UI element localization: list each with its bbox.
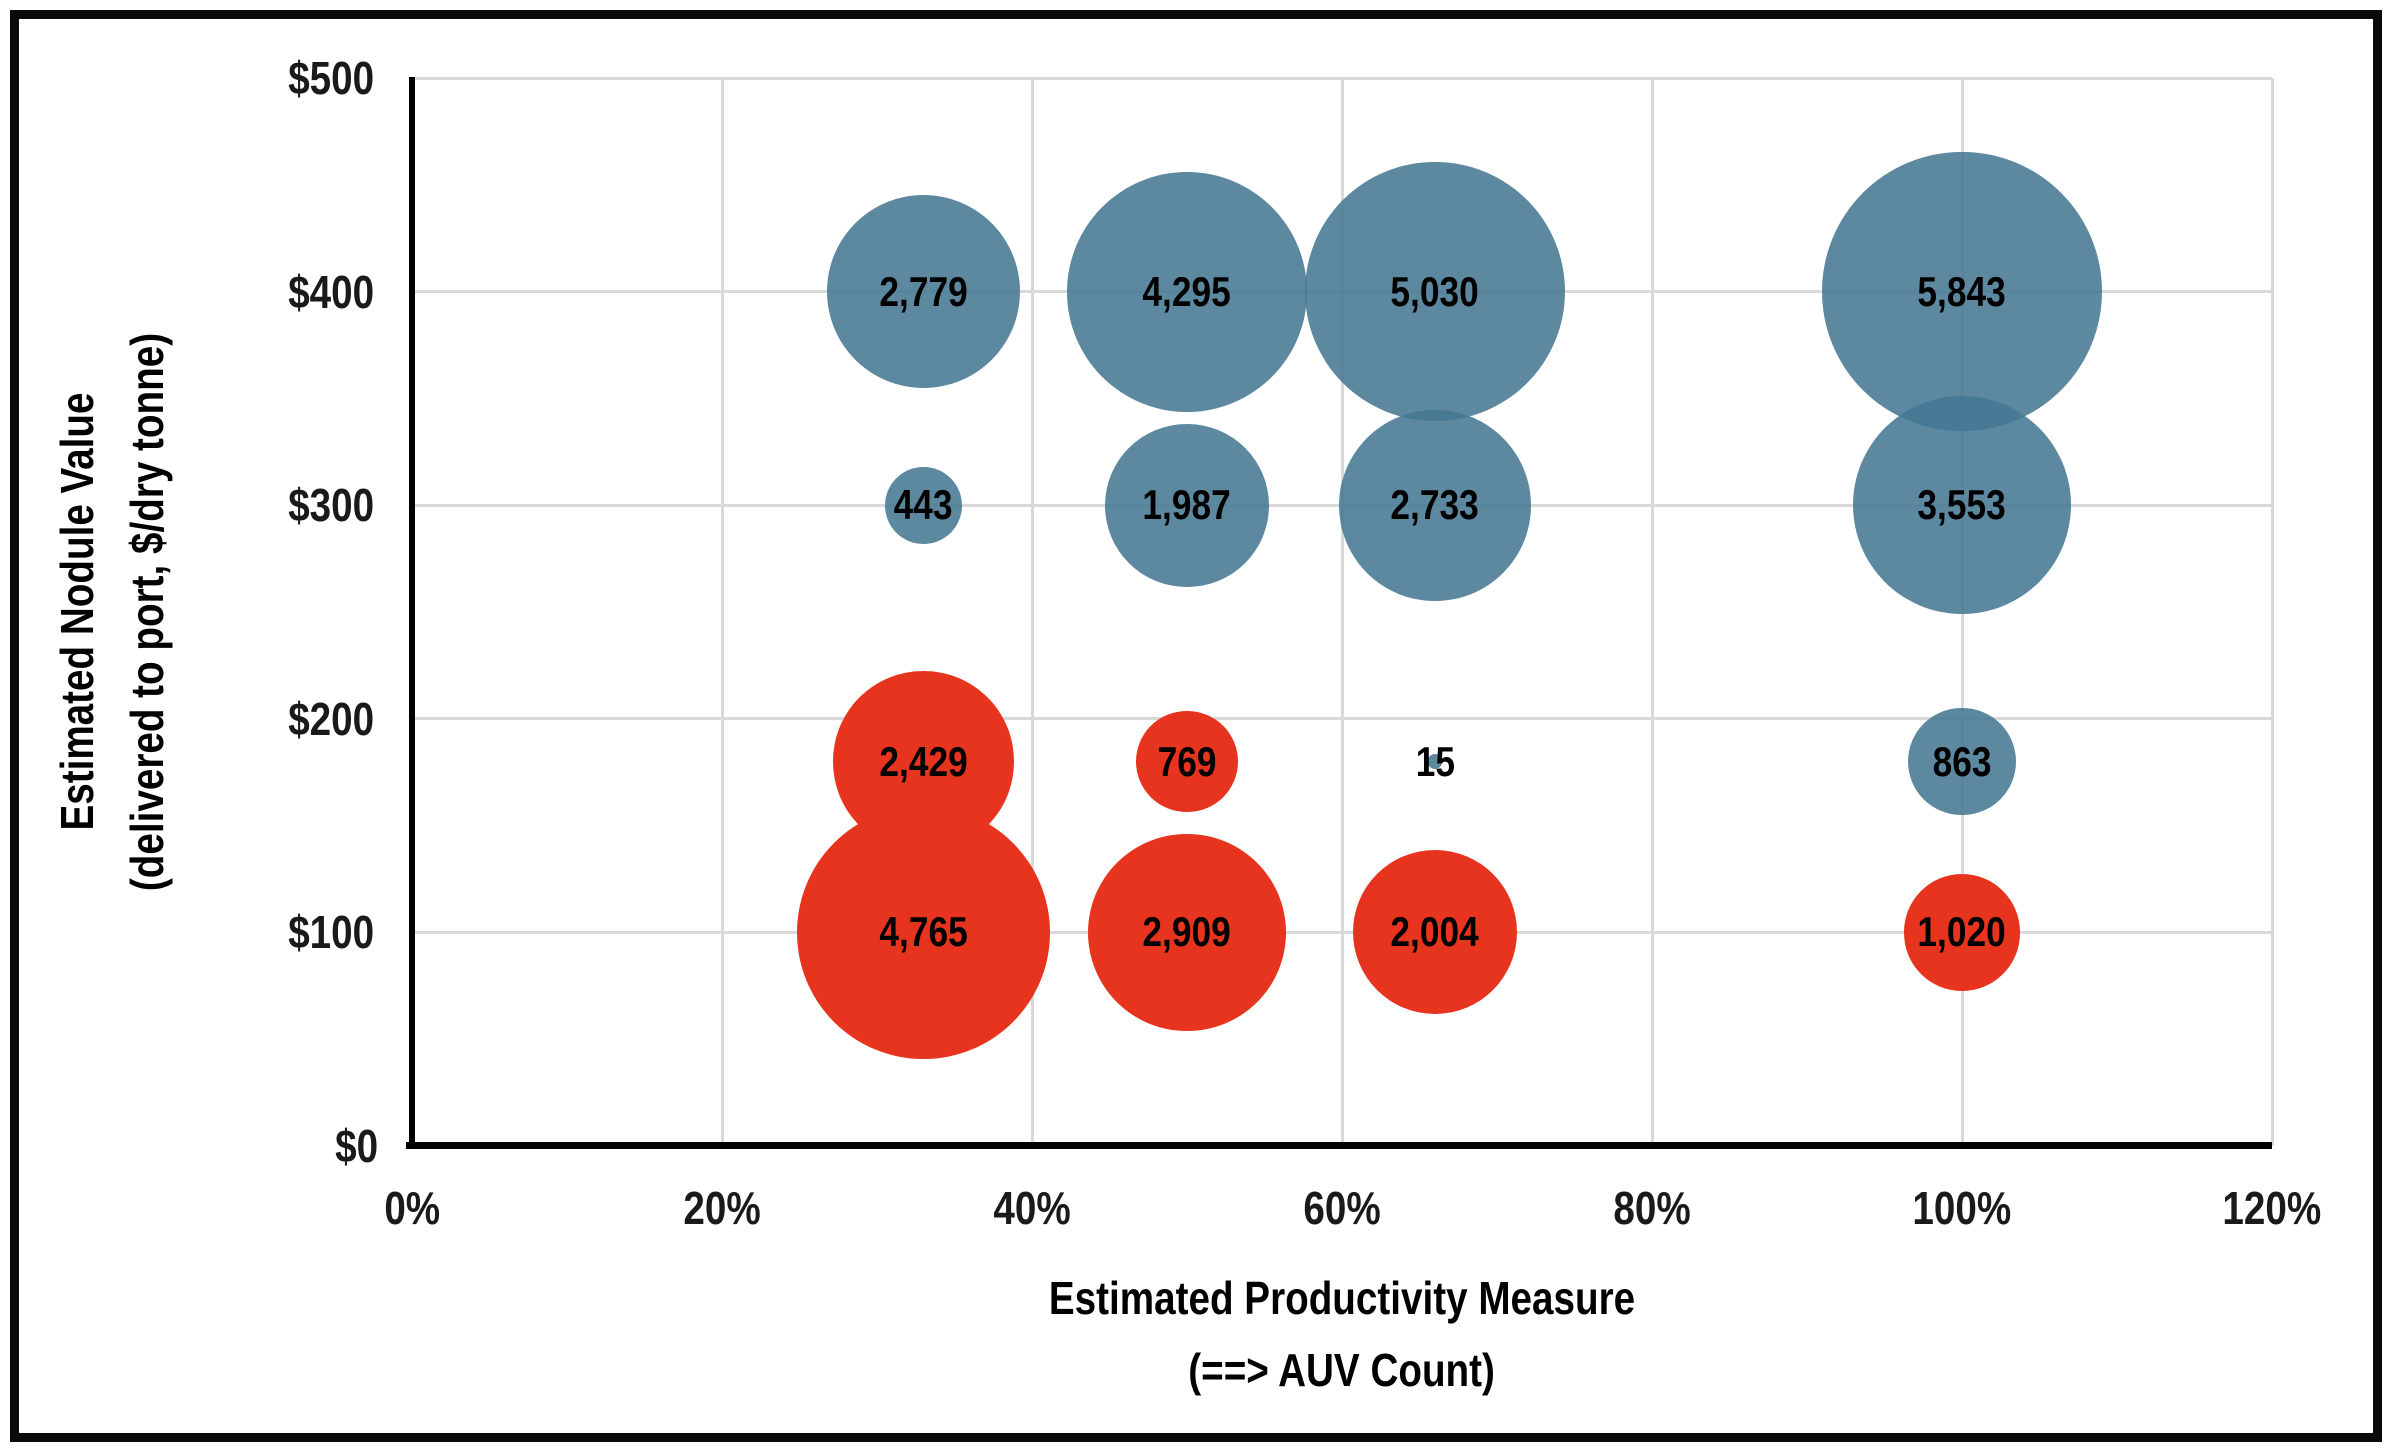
bubble-blue-series-33pct-300usd bbox=[884, 466, 962, 544]
bubble-blue-series-50pct-400usd bbox=[1067, 171, 1307, 412]
bubble-red-series-66pct-100usd bbox=[1353, 850, 1517, 1015]
bubble-blue-series-66pct-400usd bbox=[1305, 161, 1565, 422]
bubble-blue-series-66pct-180usd bbox=[1427, 754, 1443, 769]
chart-border bbox=[10, 10, 2382, 1442]
bubble-blue-series-66pct-300usd bbox=[1339, 409, 1531, 601]
x-axis-title: Estimated Productivity Measure (==> AUV … bbox=[993, 1262, 1691, 1406]
bubble-red-series-33pct-100usd bbox=[797, 806, 1050, 1059]
y-axis-title-line1: Estimated Nodule Value bbox=[51, 392, 103, 832]
x-axis-title-line1: Estimated Productivity Measure bbox=[1048, 1272, 1636, 1324]
x-tick-60: 60% bbox=[1303, 1182, 1381, 1234]
y-tick-300: $300 bbox=[287, 479, 374, 532]
y-tick-400: $400 bbox=[287, 265, 374, 318]
bubble-red-series-100pct-100usd bbox=[1903, 873, 2021, 991]
x-tick-0: 0% bbox=[384, 1182, 440, 1234]
y-tick-200: $200 bbox=[287, 692, 374, 745]
x-tick-40: 40% bbox=[993, 1182, 1071, 1234]
x-tick-120: 120% bbox=[2222, 1182, 2322, 1234]
bubble-blue-series-33pct-400usd bbox=[827, 195, 1020, 389]
gridline-y-500 bbox=[412, 76, 2272, 80]
gridline-x-40 bbox=[1030, 78, 1034, 1146]
bubble-red-series-50pct-100usd bbox=[1088, 833, 1286, 1032]
gridline-x-120 bbox=[2270, 78, 2274, 1146]
gridline-x-20 bbox=[720, 78, 724, 1146]
gridline-x-60 bbox=[1340, 78, 1344, 1146]
bubble-blue-series-100pct-180usd bbox=[1908, 707, 2016, 816]
bubble-blue-series-50pct-300usd bbox=[1105, 423, 1269, 587]
x-tick-20: 20% bbox=[683, 1182, 761, 1234]
plot-area: 2,779 4,295 5,030 5,843 443 1,987 2,733 3,553 15… bbox=[406, 76, 2274, 1149]
gridline-x-80 bbox=[1650, 78, 1654, 1146]
y-axis-title-line2: (delivered to port, $/dry tonne) bbox=[121, 332, 173, 892]
y-tick-500: $500 bbox=[287, 52, 374, 104]
y-axis-title: Estimated Nodule Value (delivered to por… bbox=[42, 280, 182, 945]
y-tick-0: $0 bbox=[334, 1120, 378, 1172]
y-tick-100: $100 bbox=[287, 906, 374, 959]
x-tick-100: 100% bbox=[1912, 1182, 2012, 1234]
x-axis-line bbox=[406, 1142, 2272, 1149]
bubble-red-series-50pct-180usd bbox=[1136, 710, 1238, 813]
x-axis-title-line2: (==> AUV Count) bbox=[1188, 1344, 1496, 1396]
gridline-y-200 bbox=[412, 717, 2272, 721]
bubble-blue-series-100pct-300usd bbox=[1852, 396, 2072, 615]
bubble-blue-series-100pct-400usd bbox=[1822, 151, 2102, 432]
x-tick-80: 80% bbox=[1613, 1182, 1691, 1234]
y-axis-line bbox=[409, 77, 415, 1147]
gridline-y-100 bbox=[412, 930, 2272, 934]
